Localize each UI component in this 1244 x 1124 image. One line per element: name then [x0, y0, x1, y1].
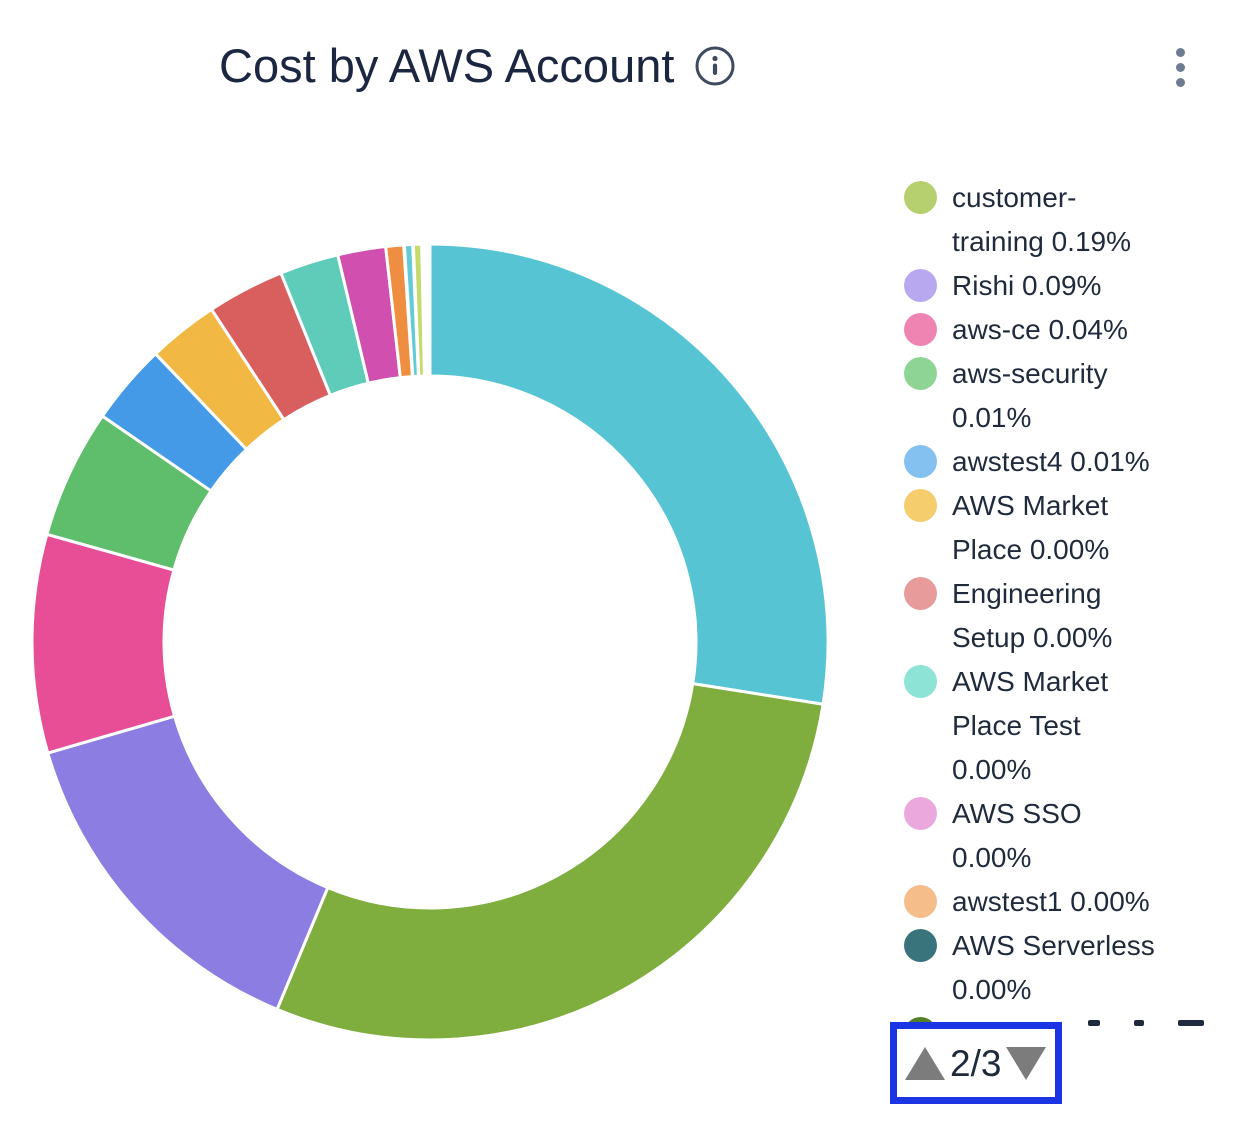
legend-label: AWS Market Place Test 0.00%	[952, 666, 1109, 785]
legend-dot	[904, 445, 937, 478]
legend-label: AWS Serverless 0.00%	[952, 930, 1155, 1005]
legend-dot	[904, 269, 937, 302]
donut-segment-13[interactable]	[411, 242, 426, 378]
legend-item-engineering-setup[interactable]: Engineering Setup 0.00%	[904, 572, 1234, 660]
page-title: Cost by AWS Account	[219, 39, 675, 92]
legend-item-awstest4[interactable]: awstest4 0.01%	[904, 440, 1234, 484]
donut-segment-4[interactable]	[30, 532, 177, 755]
legend-page-indicator: 2/3	[950, 1042, 1002, 1084]
legend-page-up-arrow[interactable]	[905, 1046, 945, 1080]
legend-dot	[904, 665, 937, 698]
legend-item-clipped[interactable]	[904, 1012, 1234, 1026]
legend-label: AWS Market Place 0.00%	[952, 490, 1110, 565]
legend-label: customer-training 0.19%	[952, 182, 1132, 257]
legend-label: Rishi 0.09%	[952, 270, 1102, 301]
legend-label: aws-ce 0.04%	[952, 314, 1128, 345]
legend-dot	[904, 885, 937, 918]
legend-dot	[904, 929, 937, 962]
legend-item-customer-training[interactable]: customer-training 0.19%	[904, 176, 1234, 264]
legend-dot	[904, 181, 937, 214]
legend-pagination: 2/3	[890, 1022, 1062, 1104]
info-icon[interactable]	[694, 45, 736, 87]
kebab-dot	[1175, 48, 1185, 57]
legend-dot	[904, 357, 937, 390]
legend-label: awstest4 0.01%	[952, 446, 1150, 477]
legend-item-aws-market-place[interactable]: AWS Market Place 0.00%	[904, 484, 1234, 572]
legend-label: AWS SSO 0.00%	[952, 798, 1082, 873]
legend-label: aws-security 0.01%	[952, 358, 1108, 433]
legend-label: awstest1 0.00%	[952, 886, 1150, 917]
donut-segment-2[interactable]	[275, 682, 825, 1042]
kebab-dot	[1175, 78, 1185, 87]
donut-segment-3[interactable]	[46, 714, 330, 1011]
donut-segment-1[interactable]	[428, 242, 830, 706]
legend-item-aws-sso[interactable]: AWS SSO 0.00%	[904, 792, 1234, 880]
legend-item-awstest1[interactable]: awstest1 0.00%	[904, 880, 1234, 924]
legend-item-aws-security[interactable]: aws-security 0.01%	[904, 352, 1234, 440]
legend-item-aws-serverless[interactable]: AWS Serverless 0.00%	[904, 924, 1234, 1012]
kebab-dot	[1175, 63, 1185, 72]
chart-header: Cost by AWS Account	[219, 34, 736, 98]
legend-dot	[904, 489, 937, 522]
legend-item-rishi[interactable]: Rishi 0.09%	[904, 264, 1234, 308]
legend-dot	[904, 577, 937, 610]
legend-item-aws-market-place-test[interactable]: AWS Market Place Test 0.00%	[904, 660, 1234, 792]
legend-item-aws-ce[interactable]: aws-ce 0.04%	[904, 308, 1234, 352]
legend-label: Engineering Setup 0.00%	[952, 578, 1113, 653]
legend-label	[952, 1012, 1224, 1026]
kebab-menu-icon[interactable]	[1171, 48, 1189, 87]
legend-page-down-arrow[interactable]	[1006, 1046, 1047, 1080]
chart-legend: customer-training 0.19% Rishi 0.09% aws-ce…	[904, 176, 1234, 1026]
donut-chart	[29, 241, 831, 1043]
clipped-legend-text	[1088, 1020, 1224, 1026]
legend-dot	[904, 313, 937, 346]
legend-dot	[904, 1017, 937, 1026]
legend-dot	[904, 797, 937, 830]
